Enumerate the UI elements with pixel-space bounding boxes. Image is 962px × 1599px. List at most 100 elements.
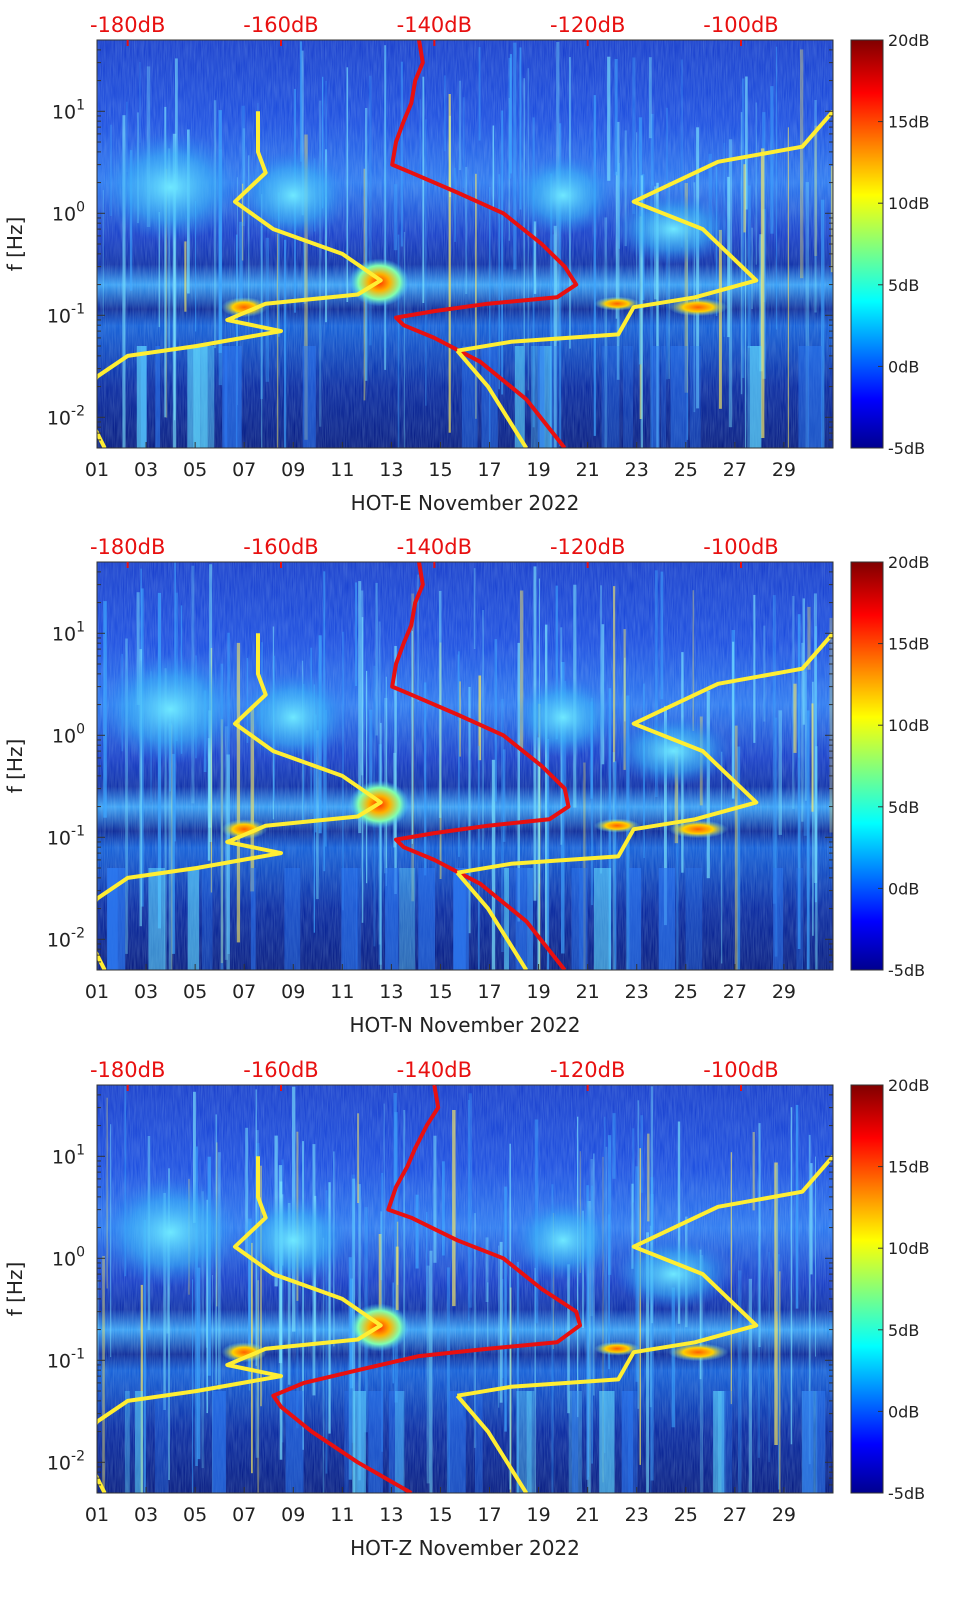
spectral-streak <box>727 176 730 338</box>
spectral-streak <box>491 759 496 970</box>
y-tick-label: 10-2 <box>47 925 85 951</box>
spectral-streak <box>315 714 317 833</box>
spectral-streak <box>163 1193 166 1410</box>
spectral-streak <box>220 663 224 970</box>
top-axis-label: -180dB <box>90 535 165 559</box>
lowfreq-column <box>658 868 676 970</box>
energy-blob <box>613 194 734 265</box>
spectral-streak <box>458 80 462 171</box>
panel-hot-z: 01 03 05 07 09 11 13 15 17 19 21 23 25 27 29 HOT-Z Nove… <box>3 1058 930 1560</box>
spectral-streak <box>770 86 774 234</box>
spectral-streak <box>728 139 733 428</box>
y-tick-label: 100 <box>52 721 85 747</box>
top-axis-label: -120dB <box>550 1058 625 1082</box>
spectral-streak <box>753 594 756 743</box>
spectral-streak <box>218 149 223 386</box>
spectral-streak <box>452 1110 456 1307</box>
spectral-streak <box>743 164 746 233</box>
x-tick-label: 27 <box>723 459 747 481</box>
spectral-streak <box>650 1270 652 1493</box>
spectral-streak <box>403 1110 406 1363</box>
top-axis-label: -140dB <box>397 13 472 37</box>
energy-blob <box>100 132 241 243</box>
heatmap <box>97 40 833 448</box>
heatmap <box>97 562 833 970</box>
top-axis-label: -120dB <box>550 13 625 37</box>
colorbar-label: 0dB <box>888 879 919 898</box>
spectral-streak <box>815 746 818 970</box>
spectral-streak <box>139 649 142 927</box>
spectral-streak <box>640 1115 643 1193</box>
spectral-streak <box>734 725 738 970</box>
lowfreq-column <box>222 346 228 448</box>
spectral-streak <box>561 662 565 954</box>
energy-blob <box>668 298 729 317</box>
lowfreq-column <box>670 346 688 448</box>
spectral-streak <box>624 657 626 722</box>
spectral-streak <box>696 127 700 409</box>
x-tick-label: 09 <box>281 459 305 481</box>
spectral-streak <box>604 1116 606 1454</box>
spectral-streak <box>792 596 795 809</box>
spectral-streak <box>699 1249 702 1380</box>
spectral-streak <box>821 199 825 448</box>
spectral-streak <box>650 1177 654 1243</box>
lowfreq-column <box>628 1391 638 1493</box>
colorbar-label: 10dB <box>888 716 930 735</box>
spectral-streak <box>760 148 765 438</box>
spectral-streak <box>623 629 626 770</box>
yellow-psd-left <box>97 1156 383 1493</box>
panel-hot-n: 01 03 05 07 09 11 13 15 17 19 21 23 25 27 29 HOT-N Nove… <box>3 535 930 1037</box>
top-axis-label: -100dB <box>703 13 778 37</box>
spectral-streak <box>692 590 695 731</box>
lowfreq-column <box>302 346 316 448</box>
spectral-streak <box>508 97 510 241</box>
spectral-streak <box>485 1237 489 1302</box>
energy-blob <box>238 672 349 763</box>
top-axis-label: -180dB <box>90 1058 165 1082</box>
spectral-streak <box>802 598 805 725</box>
spectral-streak <box>805 667 807 801</box>
top-axis-label: -140dB <box>397 535 472 559</box>
yellow-psd-right-2 <box>455 349 528 448</box>
lowfreq-column <box>356 868 361 970</box>
spectral-streak <box>829 617 833 833</box>
x-tick-label: 05 <box>183 459 207 481</box>
lowfreq-column <box>395 1391 405 1493</box>
spectral-streak <box>457 654 459 721</box>
x-tick-label: 19 <box>527 981 551 1003</box>
spectral-streak <box>513 42 517 270</box>
spectral-streak <box>720 751 723 964</box>
spectral-streak <box>650 113 654 186</box>
spectral-streak <box>499 1241 503 1403</box>
colorbar-label: 5dB <box>888 276 919 295</box>
top-axis-label: -160dB <box>243 13 318 37</box>
colorbar-label: 20dB <box>888 1076 930 1095</box>
red-psd-curve <box>271 1085 582 1493</box>
lowfreq-column <box>504 868 509 970</box>
y-axis-title: f [Hz] <box>3 739 27 794</box>
spectral-streak <box>664 705 667 926</box>
energy-blob <box>613 1239 734 1310</box>
spectral-streak <box>299 41 303 162</box>
spectral-streak <box>533 221 537 294</box>
spectral-streak <box>795 1104 799 1309</box>
x-axis-title: HOT-Z November 2022 <box>350 1536 580 1560</box>
spectral-streak <box>498 174 500 390</box>
y-axis-title: f [Hz] <box>3 1262 27 1317</box>
spectral-streak <box>774 717 778 957</box>
spectral-streak <box>426 1265 430 1484</box>
lowfreq-column <box>537 346 545 448</box>
spectral-streak <box>614 59 618 176</box>
x-tick-label: 11 <box>330 981 354 1003</box>
x-tick-label: 07 <box>232 981 256 1003</box>
spectral-streak <box>302 1141 304 1450</box>
spectral-streak <box>527 68 529 391</box>
spectral-streak <box>478 675 482 761</box>
spectral-streak <box>639 232 642 312</box>
spectral-streak <box>366 670 368 884</box>
energy-blob <box>668 820 729 839</box>
lowfreq-column <box>601 346 620 448</box>
lowfreq-column <box>690 346 701 448</box>
